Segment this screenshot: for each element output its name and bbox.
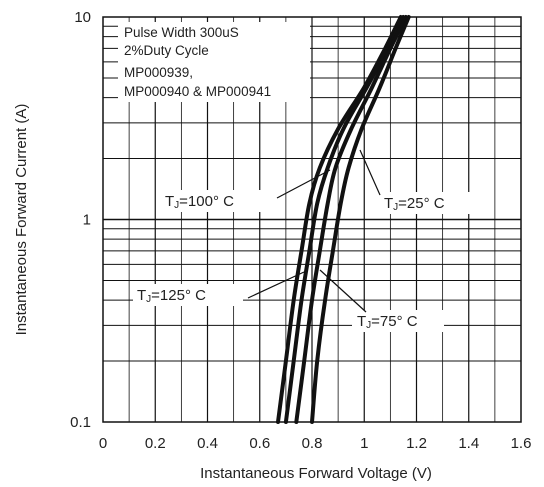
curve-label-t: T (384, 195, 393, 212)
conditions-note: Pulse Width 300uS 2%Duty Cycle MP000939,… (118, 22, 310, 102)
note-line-4: MP000940 & MP000941 (124, 84, 271, 99)
note-line-2: 2%Duty Cycle (124, 43, 209, 58)
curve-label-1: TJ=100° C (165, 193, 234, 211)
y-tick-label: 1 (83, 212, 91, 229)
leader-line (359, 149, 381, 196)
plot-frame (102, 16, 522, 423)
curve-label-rest: =100° C (179, 193, 234, 210)
note-line-3: MP000939, (124, 65, 193, 80)
curve-label-bg (378, 192, 482, 214)
series-curve-0 (276, 15, 403, 424)
y-tick-label: 0.1 (70, 414, 91, 431)
curve-label-rest: =125° C (151, 287, 206, 304)
x-tick-label: 1 (360, 435, 368, 452)
curve-label-bg (160, 190, 275, 212)
tick-labels: 0 0.2 0.4 0.6 0.8 1 1.2 1.4 1.6 0.1 1 10 (70, 9, 531, 452)
leader-line (276, 169, 331, 199)
curve-label-sub: J (146, 294, 151, 305)
curve-label-bg (352, 310, 444, 332)
curve-label-sub: J (366, 320, 371, 331)
curve-label-3: TJ=25° C (384, 195, 445, 213)
leader-line (319, 269, 367, 313)
x-tick-label: 1.4 (458, 435, 479, 452)
curve-labels: TJ=100° C TJ=25° CTJ=125° CTJ=75° C (133, 149, 482, 332)
x-tick-label: 0.6 (249, 435, 270, 452)
curve-label-t: T (165, 193, 174, 210)
x-axis-title: Instantaneous Forward Voltage (V) (200, 465, 432, 482)
curve-label-t: T (357, 313, 366, 330)
series-curve-3 (310, 15, 411, 424)
note-line-1: Pulse Width 300uS (124, 25, 239, 40)
y-axis-title: Instantaneous Forward Current (A) (13, 104, 30, 336)
curve-label-0: TJ=125° C (137, 287, 206, 305)
curve-label-rest: =25° C (398, 195, 445, 212)
curve-label-sub: J (393, 202, 398, 213)
series-curve-1 (283, 15, 406, 424)
x-tick-label: 0.2 (145, 435, 166, 452)
note-background (118, 22, 310, 102)
curve-label-sub: J (174, 200, 179, 211)
x-tick-label: 1.6 (511, 435, 532, 452)
x-tick-label: 0 (99, 435, 107, 452)
curve-label-t: T (137, 287, 146, 304)
curve-label-rest: =75° C (371, 313, 418, 330)
x-tick-label: 0.4 (197, 435, 218, 452)
x-tick-label: 0.8 (302, 435, 323, 452)
series-curve-2 (294, 15, 408, 424)
curves (276, 15, 411, 424)
x-tick-label: 1.2 (406, 435, 427, 452)
curve-label-bg (133, 284, 243, 306)
leader-line (247, 271, 305, 299)
y-tick-label: 10 (74, 9, 91, 26)
curve-label-2: TJ=75° C (357, 313, 418, 331)
